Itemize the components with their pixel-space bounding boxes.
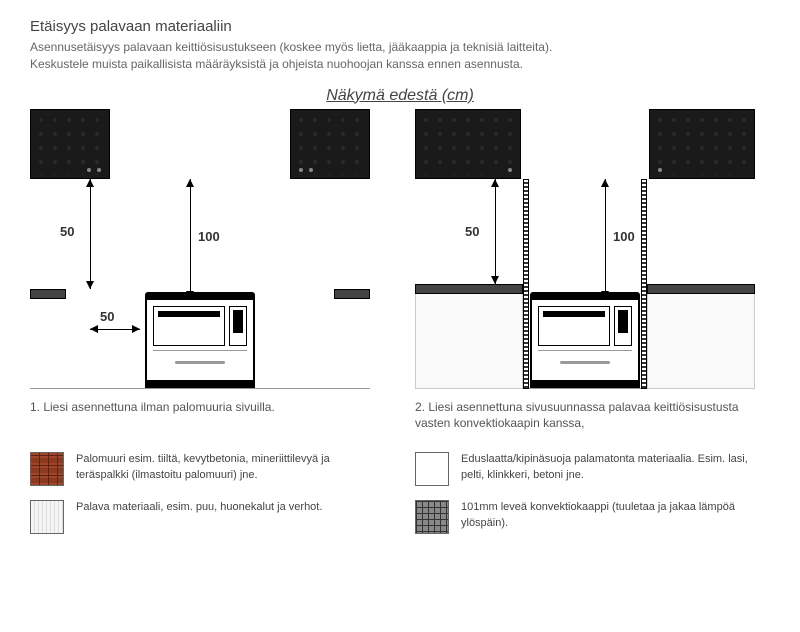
firebox-icon: [614, 306, 632, 346]
caption-1: 1. Liesi asennettuna ilman palomuuria si…: [30, 399, 385, 416]
stove-1: [145, 292, 255, 388]
cabinet-right: [290, 109, 370, 179]
figure-1: 50 100 50 1. Liesi asennettuna ilman pal…: [30, 109, 385, 433]
legend-grid: 101mm leveä konvektiokaappi (tuuletaa ja…: [415, 500, 770, 534]
legend-grid-text: 101mm leveä konvektiokaappi (tuuletaa ja…: [461, 500, 770, 531]
convection-cabinet-left: [523, 179, 529, 389]
header: Etäisyys palavaan materiaaliin Asennuset…: [0, 0, 800, 81]
counter-left: [30, 289, 66, 299]
firebox-icon: [229, 306, 247, 346]
wood-swatch-icon: [30, 500, 64, 534]
cabinet-left-2: [415, 109, 521, 179]
oven-door-icon: [153, 306, 225, 346]
stove-2: [530, 292, 640, 388]
surface-left: [415, 289, 523, 389]
counter-right: [334, 289, 370, 299]
grid-swatch-icon: [415, 500, 449, 534]
legend-wood-text: Palava materiaali, esim. puu, huonekalut…: [76, 500, 322, 515]
dim-arrow-top-2: [605, 179, 606, 299]
desc-2: Keskustele muista paikallisista määräyks…: [30, 56, 770, 73]
legend-brick: Palomuuri esim. tiiltä, kevytbetonia, mi…: [30, 452, 385, 486]
dim-top-label: 100: [198, 229, 220, 244]
counter-left-2: [415, 284, 523, 294]
dim-horiz-label: 50: [100, 309, 114, 324]
brick-swatch-icon: [30, 452, 64, 486]
legend: Palomuuri esim. tiiltä, kevytbetonia, mi…: [0, 432, 800, 554]
surface-right: [647, 289, 755, 389]
figures-row: 50 100 50 1. Liesi asennettuna ilman pal…: [0, 109, 800, 433]
legend-plain: Eduslaatta/kipinäsuoja palamatonta mater…: [415, 452, 770, 486]
counter-right-2: [647, 284, 755, 294]
plain-swatch-icon: [415, 452, 449, 486]
figure-2: 50 100 2. Liesi asennettuna sivusuunnass…: [415, 109, 770, 433]
dim-arrow-side: [90, 179, 91, 289]
dim-arrow-side-2: [495, 179, 496, 284]
legend-wood: Palava materiaali, esim. puu, huonekalut…: [30, 500, 385, 534]
oven-door-icon: [538, 306, 610, 346]
scene-1: 50 100 50: [30, 109, 370, 389]
dim-arrow-top: [190, 179, 191, 299]
convection-cabinet-right: [641, 179, 647, 389]
legend-plain-text: Eduslaatta/kipinäsuoja palamatonta mater…: [461, 452, 770, 483]
view-title: Näkymä edestä (cm): [0, 87, 800, 105]
cabinet-right-2: [649, 109, 755, 179]
cabinet-left: [30, 109, 110, 179]
dim-side-label-2: 50: [465, 224, 479, 239]
caption-2: 2. Liesi asennettuna sivusuunnassa palav…: [415, 399, 770, 433]
title: Etäisyys palavaan materiaaliin: [30, 18, 770, 35]
desc-1: Asennusetäisyys palavaan keittiösisustuk…: [30, 39, 770, 56]
dim-arrow-horiz: [90, 329, 140, 330]
scene-2: 50 100: [415, 109, 755, 389]
dim-top-label-2: 100: [613, 229, 635, 244]
legend-brick-text: Palomuuri esim. tiiltä, kevytbetonia, mi…: [76, 452, 385, 483]
dim-side-label: 50: [60, 224, 74, 239]
